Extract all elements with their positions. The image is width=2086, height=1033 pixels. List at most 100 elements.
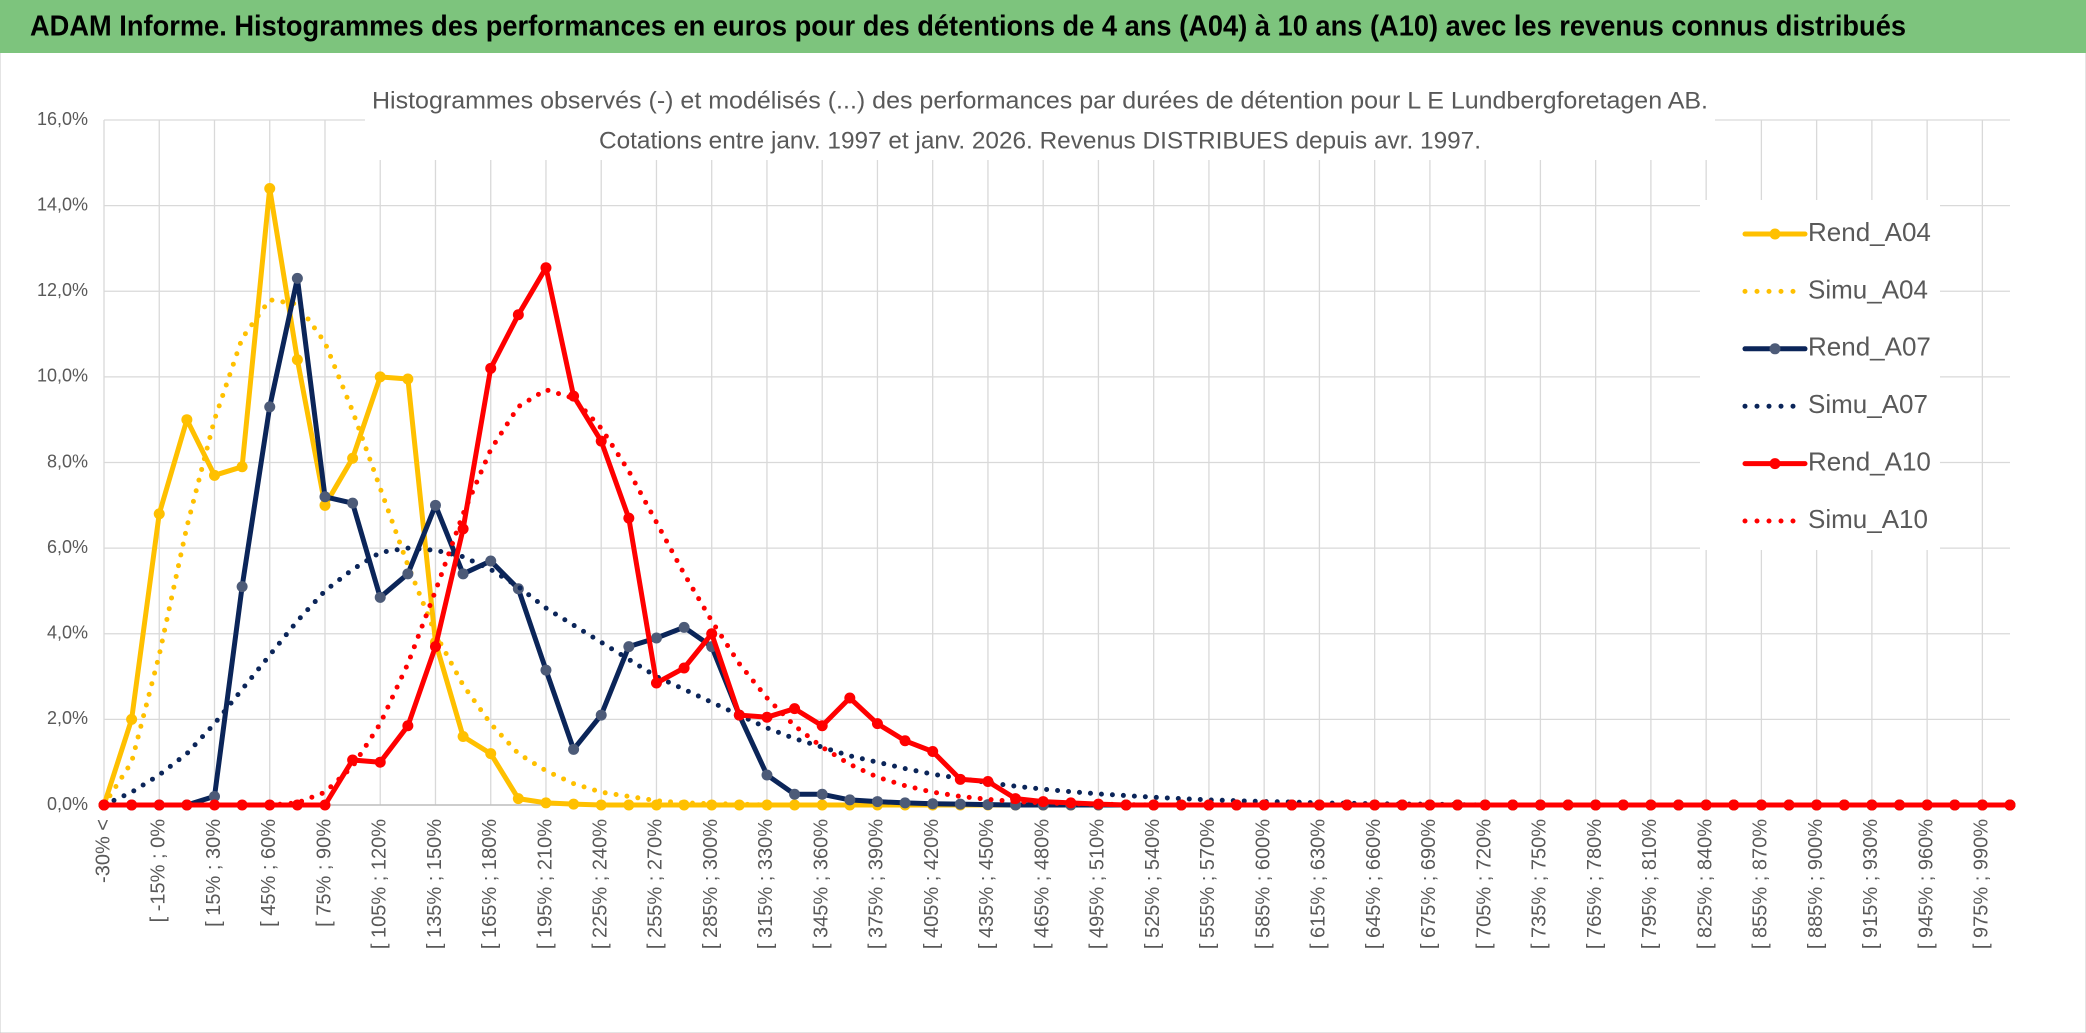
data-point — [429, 641, 441, 653]
y-tick-label: 2,0% — [47, 708, 88, 728]
data-point — [319, 799, 331, 811]
x-tick-label: [ 375% ; 390% — [866, 819, 888, 949]
data-point — [1949, 799, 1961, 811]
data-point — [789, 703, 801, 715]
legend-label: Rend_A10 — [1808, 446, 1931, 476]
data-point — [236, 461, 248, 473]
data-point — [236, 581, 248, 593]
data-point — [706, 628, 718, 640]
legend-marker — [1769, 343, 1781, 355]
y-tick-label: 6,0% — [47, 537, 88, 557]
x-tick-label: [ 435% ; 450% — [976, 819, 998, 949]
x-tick-label: [ 135% ; 150% — [424, 819, 446, 949]
data-point — [927, 798, 939, 810]
data-point — [126, 799, 138, 811]
data-point — [982, 775, 994, 787]
data-point — [844, 692, 856, 704]
data-point — [264, 401, 276, 413]
data-point — [208, 790, 220, 802]
y-tick-label: 10,0% — [37, 366, 88, 386]
data-point — [2004, 799, 2016, 811]
x-tick-label: [ 225% ; 240% — [589, 819, 611, 949]
x-tick-label: [ 645% ; 660% — [1363, 819, 1385, 949]
x-tick-label: [ 855% ; 870% — [1750, 819, 1772, 949]
header-title: ADAM Informe. Histogrammes des performan… — [30, 11, 1906, 43]
y-tick-label: 14,0% — [37, 194, 88, 214]
data-point — [568, 743, 580, 755]
x-tick-label: [ 705% ; 720% — [1473, 819, 1495, 949]
x-tick-label: [ 675% ; 690% — [1418, 819, 1440, 949]
data-point — [568, 798, 580, 810]
data-point — [347, 452, 359, 464]
data-point — [1894, 799, 1906, 811]
data-point — [623, 641, 635, 653]
x-tick-label: [ 45% ; 60% — [258, 819, 280, 927]
legend-label: Simu_A10 — [1808, 504, 1928, 534]
chart-title: Histogrammes observés (-) et modélisés (… — [372, 87, 1708, 114]
data-point — [264, 183, 276, 194]
data-point — [1617, 799, 1629, 811]
data-point — [568, 390, 580, 402]
legend-label: Simu_A04 — [1808, 274, 1928, 304]
y-tick-label: 8,0% — [47, 451, 88, 471]
data-point — [678, 621, 690, 633]
x-tick-label: [ 195% ; 210% — [534, 819, 556, 949]
y-tick-label: 16,0% — [37, 109, 88, 129]
data-point — [457, 731, 469, 742]
data-point — [623, 512, 635, 524]
data-point — [1175, 799, 1187, 811]
data-point — [595, 435, 607, 447]
data-point — [236, 799, 248, 811]
data-point — [153, 508, 165, 520]
x-tick-label: [ 345% ; 360% — [810, 819, 832, 949]
data-point — [1452, 799, 1464, 811]
x-tick-label: [ 825% ; 840% — [1694, 819, 1716, 949]
data-point — [457, 568, 469, 580]
x-tick-label: -30% < — [92, 819, 114, 883]
title-bg — [365, 82, 1715, 160]
data-point — [623, 799, 635, 811]
data-point — [678, 662, 690, 674]
data-point — [374, 591, 386, 603]
data-point — [402, 373, 414, 385]
data-point — [816, 788, 828, 800]
legend-label: Rend_A07 — [1808, 332, 1931, 362]
data-point — [844, 794, 856, 806]
data-point — [789, 799, 801, 811]
x-tick-label: [ 615% ; 630% — [1308, 819, 1330, 949]
data-point — [899, 797, 911, 809]
x-tick-label: [ 15% ; 30% — [203, 819, 225, 927]
data-point — [1507, 799, 1519, 811]
data-point — [402, 568, 414, 580]
data-point — [126, 713, 138, 725]
data-point — [319, 499, 331, 511]
x-tick-label: [ 105% ; 120% — [369, 819, 391, 949]
x-tick-label: [ 765% ; 780% — [1584, 819, 1606, 949]
series-line — [101, 387, 2013, 808]
data-point — [485, 362, 497, 374]
data-point — [954, 773, 966, 785]
x-tick-label: [ -15% ; 0% — [148, 819, 170, 923]
x-tick-label: [ 285% ; 300% — [700, 819, 722, 949]
data-point — [595, 709, 607, 721]
data-point — [1341, 799, 1353, 811]
data-point — [374, 371, 386, 383]
x-tick-label: [ 885% ; 900% — [1805, 819, 1827, 949]
x-tick-label: [ 585% ; 600% — [1252, 819, 1274, 949]
x-tick-label: [ 315% ; 330% — [755, 819, 777, 949]
x-tick-label: [ 975% ; 990% — [1971, 819, 1993, 949]
data-point — [650, 677, 662, 689]
data-point — [733, 709, 745, 721]
header-bar — [0, 0, 2086, 53]
data-point — [1286, 799, 1298, 811]
x-tick-label: [ 465% ; 480% — [1031, 819, 1053, 949]
data-point — [899, 735, 911, 747]
data-point — [347, 497, 359, 509]
data-point — [374, 756, 386, 768]
y-tick-label: 4,0% — [47, 623, 88, 643]
data-point — [291, 354, 303, 366]
data-point — [816, 720, 828, 732]
data-point — [789, 788, 801, 800]
chart-subtitle: Cotations entre janv. 1997 et janv. 2026… — [599, 127, 1481, 154]
data-point — [1231, 799, 1243, 811]
